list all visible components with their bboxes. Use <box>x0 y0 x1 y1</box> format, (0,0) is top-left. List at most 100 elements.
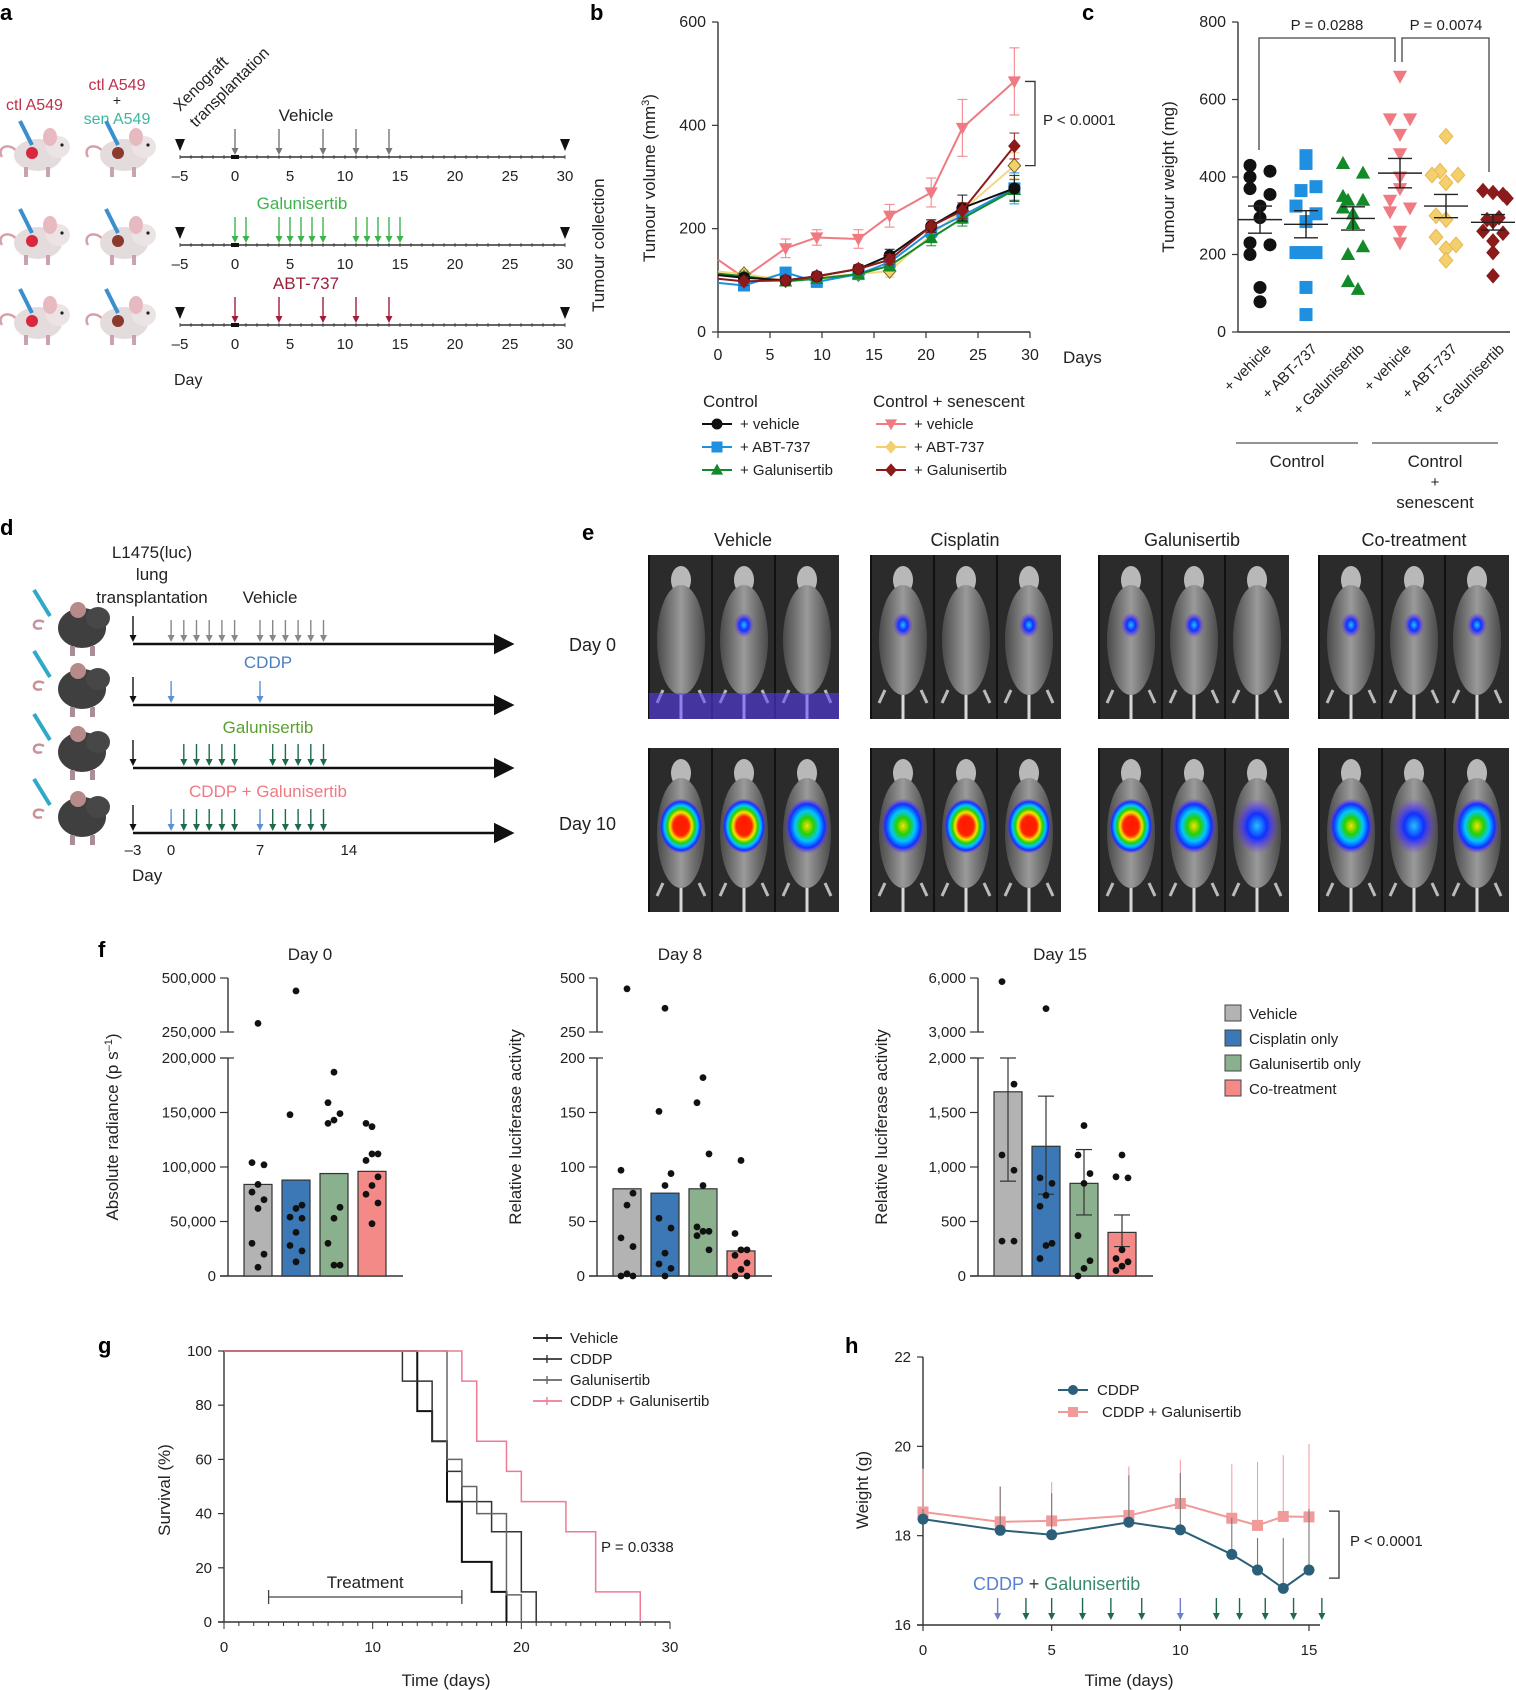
mouse-leg <box>1168 882 1178 897</box>
tumour-icon <box>112 235 124 247</box>
data-point <box>810 269 824 284</box>
y-tick-label: 3,000 <box>928 1024 966 1041</box>
x-tick-label: 10 <box>364 1639 381 1656</box>
timeline-axis: –5 0 5 10 15 20 25 30 <box>172 217 573 273</box>
data-point <box>693 1099 701 1107</box>
luminescence-signal <box>1329 798 1373 854</box>
arrow-head <box>1079 1613 1087 1620</box>
arrow-head <box>231 148 239 155</box>
mouse-ear <box>43 216 57 234</box>
tick-label: 5 <box>286 256 294 273</box>
mouse-ear <box>70 663 86 679</box>
luminescence-signal <box>1121 612 1141 638</box>
data-point <box>286 1242 294 1249</box>
data-point <box>1086 1257 1094 1265</box>
data-point <box>1382 206 1398 220</box>
data-point <box>374 1173 382 1181</box>
data-point <box>362 1190 370 1198</box>
y-tick-label: 20 <box>195 1560 212 1577</box>
data-point <box>1438 127 1454 145</box>
luminescence-signal <box>1184 612 1204 638</box>
mouse-icon <box>32 649 110 717</box>
y-tick-label: 100,000 <box>162 1159 216 1176</box>
group-label: + <box>1431 474 1440 491</box>
y-tick-label: 0 <box>577 1268 585 1285</box>
syringe-icon <box>18 120 34 146</box>
timeline-axis <box>129 740 515 779</box>
chart-b: 0 200 400 600 0 5 10 15 20 25 30 Tumour volume (mm3… <box>640 14 1116 479</box>
data-point <box>667 1224 675 1232</box>
mouse-ear <box>43 296 57 314</box>
arrow-head <box>180 635 188 642</box>
data-point <box>1036 1202 1044 1210</box>
y-tick-label: 500,000 <box>162 970 216 987</box>
data-point <box>1042 1005 1050 1012</box>
mouse-tail <box>32 743 45 754</box>
data-point <box>1243 158 1257 172</box>
legend-swatch-marker <box>711 418 723 430</box>
significance-bracket <box>1401 37 1490 172</box>
data-point <box>254 1019 262 1027</box>
mouse-leg <box>24 167 28 177</box>
mouse-ear <box>70 726 86 742</box>
mouse-ear <box>129 216 143 234</box>
mouse-eye <box>146 311 150 315</box>
legend-label: CDDP <box>1097 1382 1140 1399</box>
syringe-icon <box>104 208 120 234</box>
mouse-leg <box>1210 882 1220 897</box>
tick-label: 5 <box>286 168 294 185</box>
tick-label: 5 <box>286 336 294 353</box>
series-3 <box>717 47 1021 285</box>
cddp-arrow-icon <box>256 809 264 831</box>
data-point <box>1118 1246 1126 1254</box>
dose-arrow-icon <box>352 217 360 243</box>
x-axis-label: Time (days) <box>401 1671 490 1690</box>
dose-legend-label: CDDP + Galunisertib <box>973 1574 1140 1594</box>
data-point <box>883 252 896 267</box>
data-point <box>1424 166 1440 184</box>
bar-2 <box>319 1172 349 1277</box>
data-point <box>917 1513 929 1525</box>
y-tick-label: 50,000 <box>170 1214 216 1231</box>
dose-arrow-icon <box>297 217 305 243</box>
arrow-head <box>180 824 188 831</box>
mouse-leg <box>1367 882 1377 897</box>
data-point <box>1010 1237 1018 1245</box>
galunisertib-arrow-icon <box>180 809 188 831</box>
mouse-eye <box>60 311 64 315</box>
column-header: Vehicle <box>714 530 772 550</box>
mouse-leg <box>132 335 136 345</box>
data-point <box>324 1239 332 1247</box>
mouse-leg <box>1105 882 1115 897</box>
row-header: Day 10 <box>559 814 616 834</box>
data-point <box>1355 165 1371 179</box>
tick-label: 25 <box>502 336 519 353</box>
p-value-annotation: P = 0.0074 <box>1410 17 1483 34</box>
data-point <box>924 187 938 200</box>
p-value-annotation: P < 0.0001 <box>1043 112 1116 129</box>
data-point <box>623 985 631 993</box>
arrow-head <box>231 316 239 323</box>
data-point <box>286 1213 294 1221</box>
data-point <box>248 1188 256 1196</box>
y-tick-label: 0 <box>697 324 706 341</box>
vehicle-arrow-icon <box>218 620 226 642</box>
legend-label: CDDP + Galunisertib <box>1102 1404 1241 1421</box>
data-point <box>737 1157 745 1164</box>
ivis-image <box>648 555 839 719</box>
syringe-icon <box>32 588 52 618</box>
data-point <box>1392 70 1408 84</box>
row-header: Day 0 <box>569 635 616 655</box>
data-point <box>1392 148 1408 162</box>
data-point <box>699 1227 707 1235</box>
transplant-marker <box>231 243 239 247</box>
data-point <box>699 1074 707 1082</box>
data-point <box>1080 1264 1088 1272</box>
data-point <box>998 978 1006 985</box>
mouse-leg <box>877 689 887 704</box>
legend: Control Control + senescent + vehicle + ABT… <box>702 392 1025 479</box>
data-point <box>1277 1510 1289 1522</box>
data-point <box>852 261 865 277</box>
tumour-icon <box>112 315 124 327</box>
dose-arrow-icon <box>275 129 283 155</box>
